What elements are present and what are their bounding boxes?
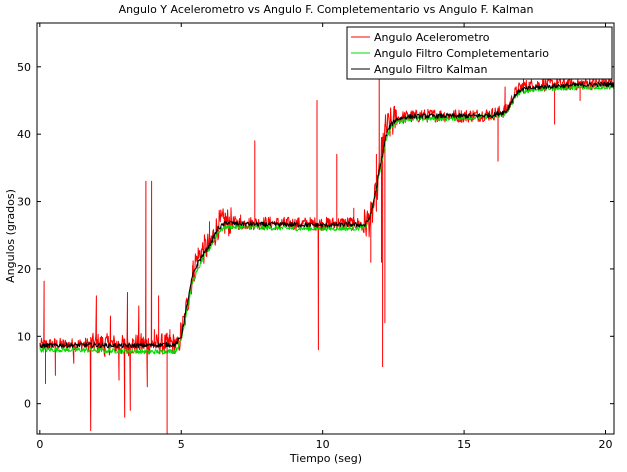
axis-ticks: 0 5 10 15 20 0 10 20 30 40 50 <box>17 23 614 451</box>
y-tick-label: 50 <box>17 61 31 74</box>
y-axis-label: Angulos (grados) <box>4 189 17 283</box>
series-line-3 <box>39 81 614 349</box>
legend-label: Angulo Filtro Kalman <box>374 63 487 76</box>
y-tick-label: 30 <box>17 196 31 209</box>
x-tick-label: 15 <box>457 438 471 451</box>
y-tick-label: 20 <box>17 263 31 276</box>
series-line-1 <box>39 73 614 434</box>
series-layer <box>39 73 614 434</box>
plot-frame <box>36 22 615 435</box>
y-tick-label: 40 <box>17 128 31 141</box>
x-axis-label: Tiempo (seg) <box>289 452 362 465</box>
y-tick-label: 10 <box>17 330 31 343</box>
legend: Angulo Acelerometro Angulo Filtro Complet… <box>346 26 613 80</box>
x-tick-label: 10 <box>316 438 330 451</box>
series-line-2 <box>39 84 614 355</box>
chart-title: Angulo Y Acelerometro vs Angulo F. Compl… <box>119 3 534 16</box>
y-tick-label: 0 <box>24 398 31 411</box>
legend-label: Angulo Acelerometro <box>374 31 490 44</box>
x-tick-label: 0 <box>36 438 43 451</box>
x-tick-label: 20 <box>599 438 613 451</box>
legend-label: Angulo Filtro Completementario <box>374 47 549 60</box>
x-tick-label: 5 <box>178 438 185 451</box>
legend-box <box>346 26 613 80</box>
